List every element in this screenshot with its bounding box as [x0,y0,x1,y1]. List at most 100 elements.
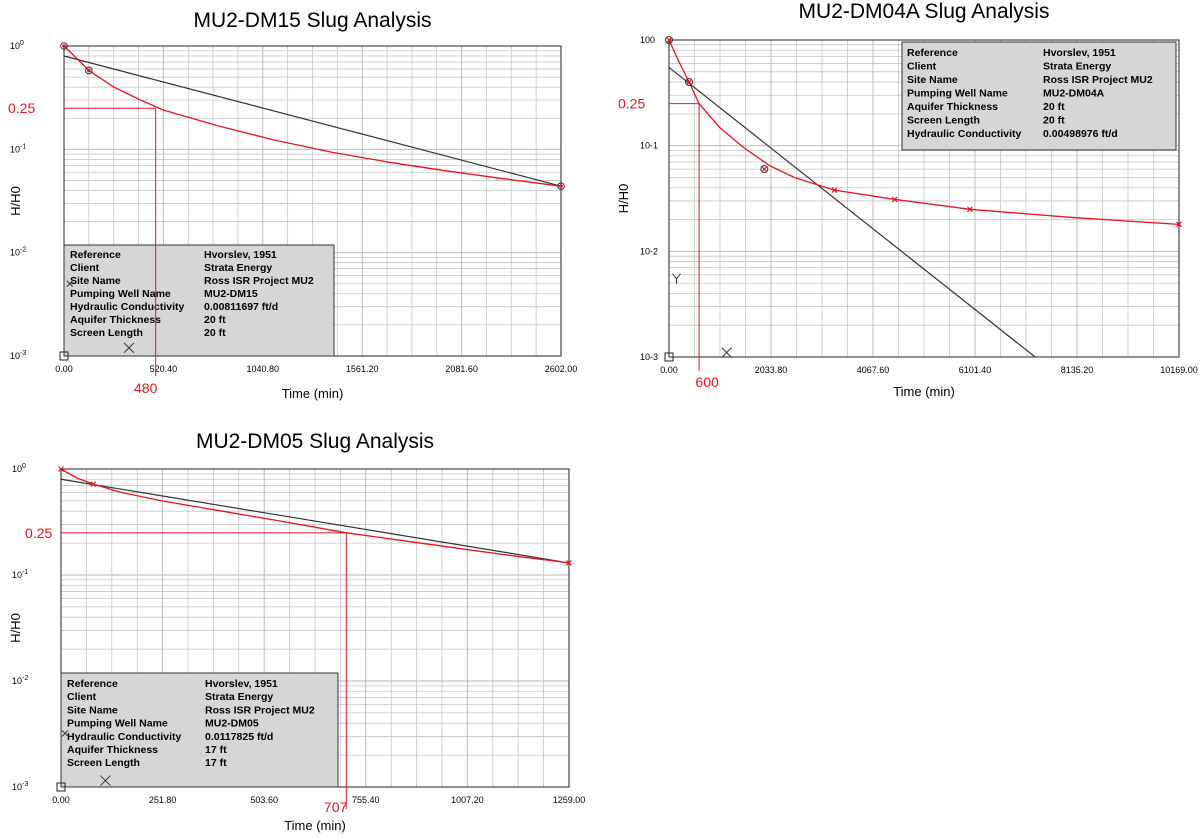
cursor-x-marker [100,775,111,786]
x-tick-label: 251.80 [149,795,177,805]
y-tick-base: 10 [10,41,20,51]
y-tick-label: 10-1 [10,143,26,154]
data-point-marker-dot [559,184,563,188]
y-tick-label: 10-1 [12,569,28,580]
annotation-x-value: 600 [695,374,719,390]
x-tick-label: 755.40 [352,795,380,805]
fit-line [63,55,562,187]
y-tick-label: 100 [640,35,655,45]
x-tick-label: 1040.80 [247,364,280,374]
y-tick-base: 10-1 [640,141,658,151]
info-value: Strata Energy [204,262,272,274]
y-tick-label: 10-2 [10,247,26,258]
info-label: Client [70,262,100,274]
data-point-marker-cross [666,37,672,43]
info-value: 17 ft [205,744,227,756]
data-point-cross [1176,221,1182,228]
y-tick-base: 10 [10,351,20,361]
info-label: Aquifer Thickness [70,314,161,326]
fit-line [668,66,1036,358]
data-point-marker [665,36,673,44]
info-label: Reference [907,47,958,59]
x-axis-label: Time (min) [284,818,346,833]
info-box-background [60,672,339,788]
info-label: Client [907,61,937,73]
chart-title: MU2-DM05 Slug Analysis [196,430,434,453]
annotation-x-value: 707 [324,799,348,815]
x-tick-label: 0.00 [55,364,73,374]
y-tick-exponent: -3 [22,781,28,788]
y-axis-label: H/H0 [8,613,23,643]
info-label: Site Name [70,275,121,287]
info-box-background [63,244,335,357]
y-axis-label: H/H0 [616,184,631,214]
info-value: Hvorslev, 1951 [1043,47,1116,59]
info-value: Strata Energy [1043,61,1111,73]
data-point-marker-dot [62,44,66,48]
origin-square-marker [59,351,69,361]
info-box-background [901,41,1177,151]
fit-line [60,478,570,564]
small-x-marker [61,730,69,737]
data-point-cross [831,187,838,193]
info-label: Hydraulic Conductivity [67,731,182,743]
origin-square-marker [56,782,66,792]
info-value: 0.00498976 ft/d [1043,128,1118,140]
y-tick-label: 10-1 [640,141,658,151]
y-tick-base: 10 [12,676,22,686]
x-tick-label: 0.00 [52,795,70,805]
y-tick-base: 10 [12,464,22,474]
cursor-x-marker [721,347,733,358]
small-x-marker [66,280,74,288]
y-tick-base: 10 [12,782,22,792]
data-point-marker [90,481,97,488]
data-point-marker [760,165,769,174]
y-tick-exponent: 0 [20,40,24,47]
x-tick-label: 8135.20 [1061,365,1094,375]
info-label: Site Name [907,74,958,86]
info-value: Ross ISR Project MU2 [205,704,315,716]
info-value: MU2-DM15 [204,288,258,300]
x-tick-label: 520.40 [150,364,178,374]
y-tick-base: 100 [640,35,655,45]
dm05-chart: MU2-DM05 Slug Analysis 0.00 251.80 503.60 75… [8,430,585,833]
data-point-cross [891,196,898,203]
x-tick-label: 4067.60 [857,365,890,375]
x-tick-label: 503.60 [250,795,278,805]
info-label: Pumping Well Name [67,718,168,730]
info-value: MU2-DM05 [205,718,259,730]
y-tick-label: 10-2 [640,246,658,256]
data-curve [63,45,562,187]
data-point-marker [557,182,565,190]
y-tick-label: 10-2 [12,675,28,686]
y-tick-base: 10-3 [640,352,658,362]
dm15-chart: MU2-DM15 Slug Analysis 0.00 520.40 1040.80 1… [8,9,577,401]
info-box: Reference Hvorslev, 1951 Client Strata Ener… [60,672,339,788]
info-value: Ross ISR Project MU2 [204,275,314,287]
data-point-marker [566,559,572,566]
info-label: Client [67,691,97,703]
x-axis-label: Time (min) [282,386,344,401]
info-value: Hvorslev, 1951 [205,678,278,690]
info-label: Pumping Well Name [907,88,1008,100]
annotation-y-value: 0.25 [8,100,35,116]
data-point-marker-dot [87,68,91,73]
info-value: 20 ft [1043,115,1065,127]
chart-title: MU2-DM15 Slug Analysis [193,9,431,32]
y-tick-base: 10 [12,570,22,580]
y-tick-base: 10 [10,248,20,258]
info-label: Aquifer Thickness [907,101,998,113]
y-tick-label: 10-3 [640,352,658,362]
data-point-marker-cross [761,166,767,172]
x-tick-label: 2602.00 [545,364,578,374]
annotation-x-value: 480 [134,380,158,396]
info-value: 17 ft [205,757,227,769]
info-value: 0.0117825 ft/d [205,731,273,743]
data-point-marker [85,66,93,75]
plot-frame [668,39,1180,358]
chart-title: MU2-DM04A Slug Analysis [799,0,1050,23]
info-value: 20 ft [204,327,226,339]
y-tick-exponent: -1 [22,569,28,576]
x-tick-label: 2081.60 [445,364,478,374]
x-tick-label: 2033.80 [755,365,788,375]
